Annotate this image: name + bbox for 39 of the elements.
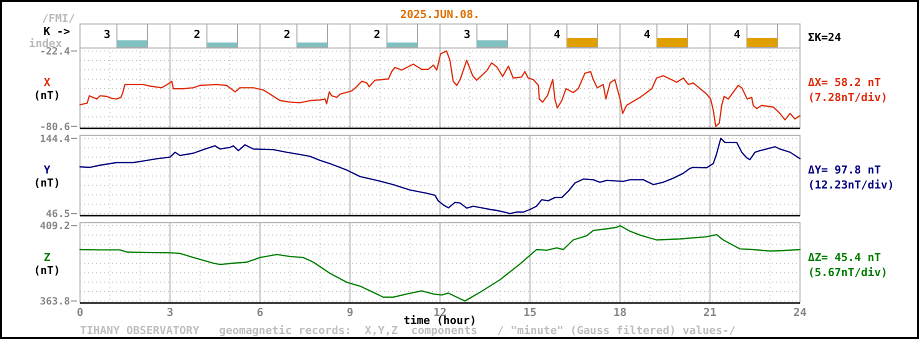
x-tick-label: 24 (793, 306, 807, 319)
line-series (79, 225, 801, 302)
text: ΣK=24 (808, 31, 842, 44)
data-label: 3 (104, 28, 110, 41)
x-tick-label: 21 (703, 306, 717, 319)
y-tick-label: -80.6 (40, 122, 70, 133)
text: ΔX= 58.2 nT (808, 76, 882, 90)
y-axis-title: Y (nT) (34, 164, 60, 190)
chart-title: 2025.JUN.08. (400, 8, 480, 21)
y-tick-label: -22.4 (40, 46, 70, 58)
data-label: 4 (644, 28, 651, 41)
text: (5.67nT/div) (808, 266, 888, 279)
line-series (79, 50, 801, 127)
text: ΔZ= 45.4 nT (808, 250, 882, 264)
y-tick-label: 144.4 (40, 134, 70, 145)
text: /FMI/ (42, 12, 76, 25)
x-tick-label: 6 (256, 306, 264, 319)
data-label: 2 (194, 28, 200, 41)
text: (12.23nT/div) (808, 178, 894, 192)
x-tick-label: 3 (166, 306, 174, 319)
line-series (79, 138, 801, 214)
data-label: 4 (734, 28, 741, 41)
data-label: 3 (464, 28, 470, 41)
x-tick-label: 15 (523, 306, 537, 319)
y-tick-label: 409.2 (40, 221, 70, 232)
y-tick-label: 46.5 (46, 209, 70, 220)
x-tick-label: 9 (346, 306, 354, 319)
y-axis-title: Z (nT) (34, 250, 60, 277)
data-label: 4 (554, 28, 561, 41)
x-tick-label: 18 (613, 306, 627, 319)
text: (7.28nT/div) (808, 91, 888, 104)
x-tick-label: 0 (76, 306, 84, 319)
y-tick-label: 363.8 (40, 296, 70, 308)
text: TIHANY OBSERVATORY geomagnetic records: X,Y,Z components / "minute" (Gauss filtered) values-/ (80, 324, 736, 337)
data-label: 2 (284, 28, 290, 41)
y-axis-title: K -> (44, 25, 70, 38)
data-label: 2 (374, 28, 380, 41)
text: ΔY= 97.8 nT (808, 164, 882, 176)
y-axis-title: X (nT) (34, 76, 60, 102)
